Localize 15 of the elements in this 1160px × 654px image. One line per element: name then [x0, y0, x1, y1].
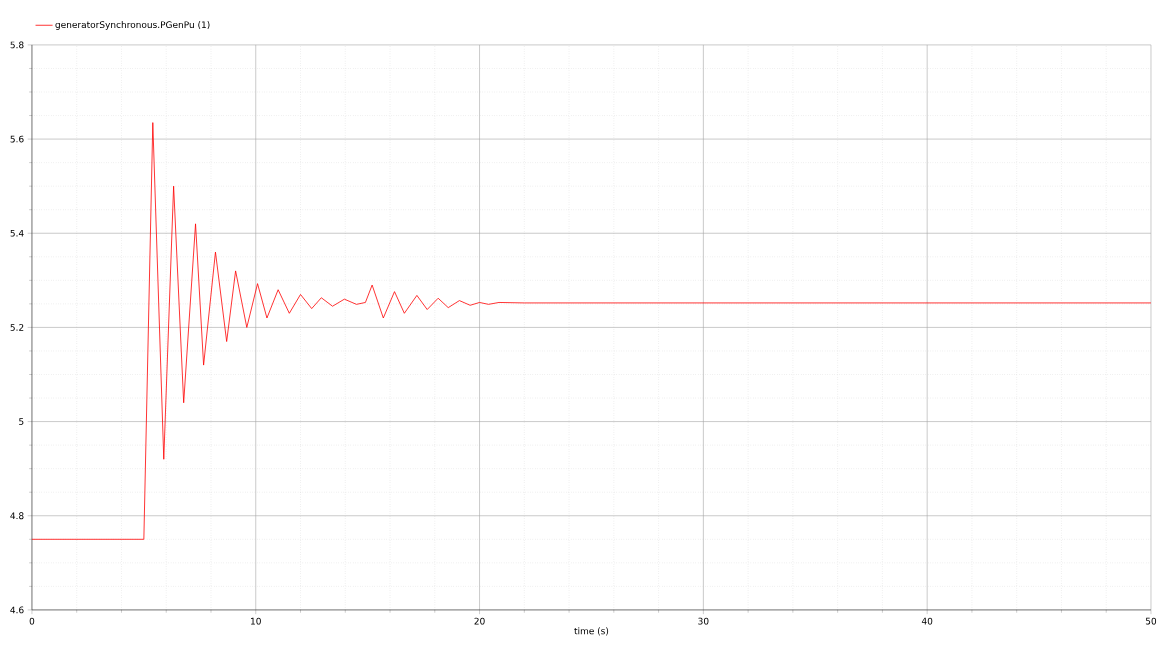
- y-tick-label: 5.8: [10, 41, 24, 49]
- y-tick-label: 4.8: [10, 512, 24, 520]
- x-tick-label: 20: [474, 617, 485, 625]
- y-tick-label: 4.6: [10, 606, 24, 614]
- x-tick-label: 50: [1145, 617, 1157, 625]
- x-tick-label: 40: [921, 617, 933, 625]
- legend-label: generatorSynchronous.PGenPu (1): [55, 21, 210, 30]
- x-tick-label: 0: [29, 617, 35, 625]
- y-tick-label: 5: [19, 418, 24, 425]
- x-axis-title: time (s): [574, 627, 609, 636]
- x-tick-label: 10: [251, 617, 261, 625]
- y-tick-label: 5.4: [10, 229, 24, 237]
- y-tick-label: 5.6: [10, 135, 24, 143]
- x-tick-label: 30: [698, 617, 709, 625]
- y-tick-label: 5.2: [10, 324, 24, 331]
